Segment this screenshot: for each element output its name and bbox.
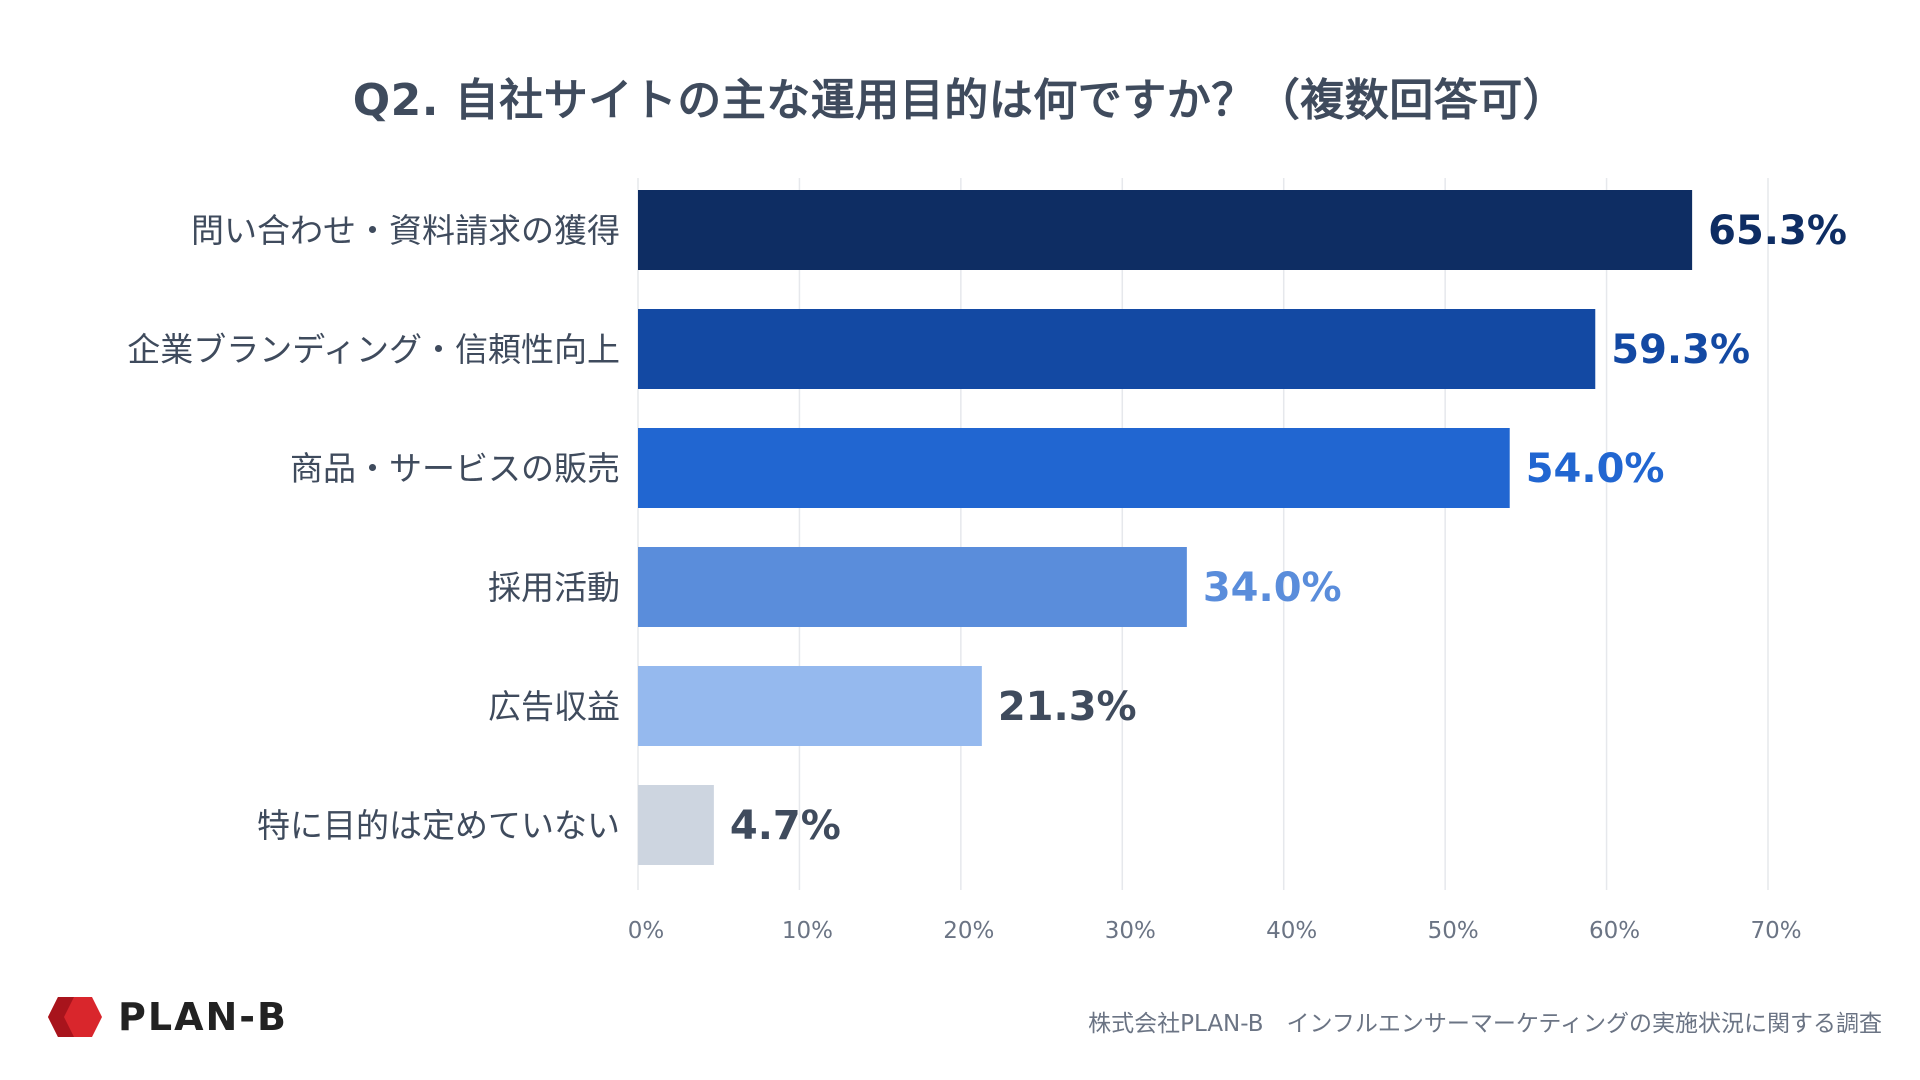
category-label: 広告収益 (488, 687, 620, 726)
bar (638, 666, 982, 746)
label-layer: 問い合わせ・資料請求の獲得 65.3% 企業ブランディング・信頼性向上 59.3% 商品… (127, 208, 1847, 849)
tick-layer: 0% 10% 20% 30% 40% 50% 60% 70% (628, 918, 1802, 944)
value-label: 34.0% (1203, 565, 1342, 611)
x-tick-label: 20% (943, 918, 994, 944)
value-label: 59.3% (1611, 327, 1750, 373)
plan-b-logo-text: PLAN-B (118, 995, 289, 1039)
source-note: 株式会社PLAN-B インフルエンサーマーケティングの実施状況に関する調査 (1088, 1011, 1882, 1037)
bar (638, 428, 1510, 508)
bar-layer (638, 190, 1693, 865)
x-tick-label: 70% (1750, 918, 1801, 944)
category-label: 採用活動 (488, 568, 620, 607)
category-label: 企業ブランディング・信頼性向上 (127, 330, 620, 369)
chart-title: Q2. 自社サイトの主な運用目的は何ですか？（複数回答可） (352, 75, 1568, 126)
grid-layer (637, 178, 1769, 890)
x-tick-label: 60% (1589, 918, 1640, 944)
bar (638, 309, 1596, 389)
value-label: 65.3% (1708, 208, 1847, 254)
category-label: 問い合わせ・資料請求の獲得 (191, 211, 620, 250)
x-tick-label: 10% (782, 918, 833, 944)
value-label: 4.7% (730, 803, 841, 849)
x-tick-label: 50% (1428, 918, 1479, 944)
x-tick-label: 30% (1105, 918, 1156, 944)
x-tick-label: 0% (628, 918, 665, 944)
category-label: 特に目的は定めていない (257, 806, 620, 845)
value-label: 21.3% (998, 684, 1137, 730)
plan-b-logo-mark-icon (48, 997, 102, 1037)
bar (638, 190, 1693, 270)
category-label: 商品・サービスの販売 (290, 449, 620, 488)
bar (638, 785, 714, 865)
value-label: 54.0% (1526, 446, 1665, 492)
plan-b-logo: PLAN-B (46, 992, 288, 1042)
x-tick-label: 40% (1266, 918, 1317, 944)
bar (638, 547, 1187, 627)
